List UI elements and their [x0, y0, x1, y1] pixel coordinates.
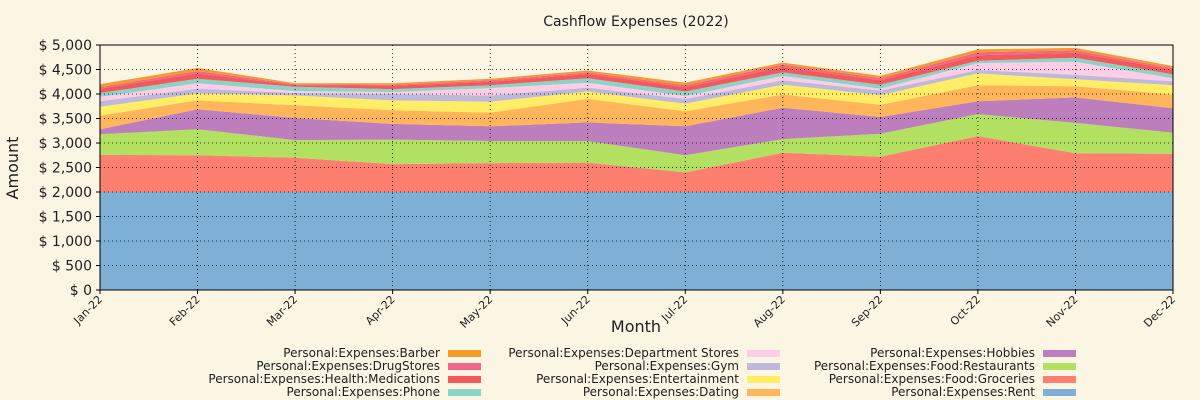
- x-tick-label: Sep-22: [849, 293, 886, 330]
- x-axis-label: Month: [611, 317, 661, 336]
- legend-swatch: [1043, 389, 1076, 396]
- y-tick-label: $ 500: [52, 259, 92, 275]
- area-hobbies: [100, 97, 1173, 156]
- area-layers: [100, 47, 1173, 290]
- legend-label: Personal:Expenses:Dating: [583, 385, 739, 399]
- legend-label: Personal:Expenses:Food:Restaurants: [814, 359, 1035, 373]
- y-tick-label: $ 4,000: [39, 87, 92, 103]
- area-health-medications: [100, 52, 1173, 93]
- y-tick-label: $ 4,500: [39, 63, 92, 79]
- x-tick-label: Apr-22: [363, 293, 398, 328]
- x-tick-label: Jun-22: [558, 293, 593, 328]
- x-tick-label: Feb-22: [167, 293, 203, 329]
- legend-label: Personal:Expenses:Entertainment: [536, 372, 739, 386]
- legend-label: Personal:Expenses:Barber: [283, 346, 440, 360]
- x-tick-label: Aug-22: [751, 293, 788, 330]
- legend-swatch: [448, 350, 481, 357]
- y-tick-label: $ 2,500: [39, 161, 92, 177]
- legend-swatch: [747, 376, 780, 383]
- legend-label: Personal:Expenses:Food:Groceries: [829, 372, 1035, 386]
- legend-swatch: [1043, 376, 1076, 383]
- legend-swatch: [448, 376, 481, 383]
- legend-label: Personal:Expenses:Health:Medications: [208, 372, 440, 386]
- y-tick-label: $ 1,000: [39, 234, 92, 250]
- y-tick-label: $ 3,000: [39, 136, 92, 152]
- legend-label: Personal:Expenses:Rent: [891, 385, 1035, 399]
- x-tick-label: Jul-22: [658, 293, 690, 325]
- area-food-groceries: [100, 136, 1173, 192]
- legend-label: Personal:Expenses:DrugStores: [256, 359, 440, 373]
- legend-swatch: [448, 389, 481, 396]
- y-axis-ticks: $ 0 $ 500 $ 1,000 $ 1,500 $ 2,000 $ 2,500 $ 3,…: [39, 38, 100, 299]
- x-tick-label: Oct-22: [948, 293, 983, 328]
- legend-swatch: [448, 363, 481, 370]
- legend-swatch: [1043, 363, 1076, 370]
- area-entertainment: [100, 73, 1173, 116]
- legend-label: Personal:Expenses:Phone: [287, 385, 440, 399]
- x-tick-label: May-22: [457, 293, 495, 331]
- legend-swatch: [1043, 350, 1076, 357]
- y-tick-label: $ 2,000: [39, 185, 92, 201]
- x-tick-label: Mar-22: [264, 293, 300, 329]
- legend-swatch: [747, 350, 780, 357]
- y-tick-label: $ 0: [70, 283, 92, 299]
- legend-swatch: [747, 389, 780, 396]
- legend-label: Personal:Expenses:Department Stores: [508, 346, 739, 360]
- y-tick-label: $ 1,500: [39, 210, 92, 226]
- area-phone: [100, 57, 1173, 97]
- legend-label: Personal:Expenses:Hobbies: [870, 346, 1035, 360]
- legend-label: Personal:Expenses:Gym: [595, 359, 739, 373]
- x-tick-label: Dec-22: [1141, 293, 1178, 330]
- x-tick-label: Nov-22: [1044, 293, 1081, 330]
- chart-title: Cashflow Expenses (2022): [543, 14, 729, 30]
- y-tick-label: $ 5,000: [39, 38, 92, 54]
- area-food-restaurants: [100, 114, 1173, 173]
- y-tick-label: $ 3,500: [39, 112, 92, 128]
- legend-swatch: [747, 363, 780, 370]
- y-axis-label: Amount: [3, 137, 22, 200]
- area-gym: [100, 70, 1173, 107]
- legend: Personal:Expenses:BarberPersonal:Expense…: [208, 346, 1076, 399]
- grid-lines: [99, 44, 1174, 291]
- area-department-stores: [100, 61, 1173, 102]
